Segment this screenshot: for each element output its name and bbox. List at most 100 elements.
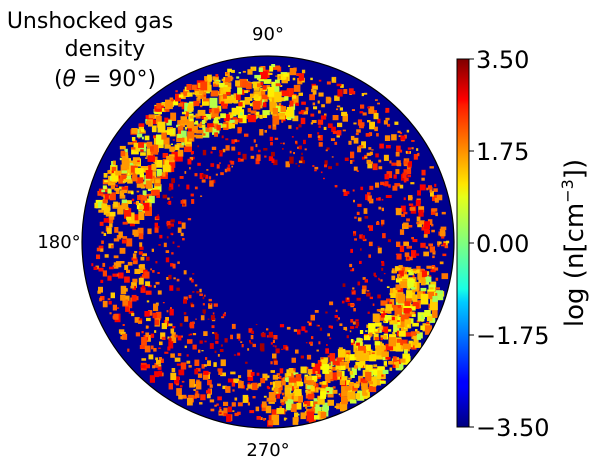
density-patch: [136, 164, 139, 166]
density-patch: [107, 188, 112, 194]
density-patch: [368, 147, 372, 150]
density-patch: [281, 120, 284, 123]
density-patch: [119, 190, 125, 197]
density-patch: [381, 310, 387, 318]
density-patch: [411, 147, 414, 150]
density-patch: [330, 138, 335, 141]
density-patch: [412, 274, 415, 278]
density-patch: [276, 408, 284, 414]
density-patch: [323, 126, 327, 130]
density-patch: [417, 190, 421, 196]
density-patch: [219, 153, 223, 157]
density-patch: [420, 287, 427, 292]
density-patch: [404, 319, 412, 329]
density-patch: [281, 90, 289, 97]
density-patch: [439, 229, 443, 231]
density-patch: [346, 297, 349, 300]
density-patch: [187, 92, 193, 97]
density-patch: [173, 277, 176, 280]
density-patch: [146, 300, 150, 303]
title-theta-symbol: θ: [63, 67, 77, 92]
density-patch: [247, 369, 253, 377]
density-patch: [375, 354, 383, 360]
density-patch: [199, 288, 202, 293]
density-patch: [99, 297, 102, 302]
density-patch: [368, 254, 371, 258]
density-patch: [316, 349, 319, 352]
density-patch: [346, 335, 349, 339]
density-patch: [259, 104, 263, 109]
density-patch: [252, 396, 256, 399]
density-patch: [366, 324, 370, 328]
density-patch: [165, 99, 173, 110]
density-patch: [155, 281, 160, 285]
density-patch: [302, 111, 306, 115]
density-patch: [399, 229, 405, 235]
density-patch: [158, 357, 162, 360]
density-patch: [345, 363, 349, 369]
density-patch: [408, 203, 414, 206]
density-patch: [318, 110, 321, 114]
density-patch: [418, 206, 425, 213]
density-patch: [127, 348, 130, 352]
density-patch: [371, 352, 375, 354]
density-patch: [180, 362, 187, 370]
density-patch: [248, 98, 253, 101]
density-patch: [367, 192, 371, 195]
density-patch: [431, 229, 435, 233]
colorbar-tick-label: −1.75: [476, 322, 550, 350]
density-patch: [120, 331, 126, 335]
density-patch: [355, 319, 359, 322]
density-patch: [286, 403, 292, 409]
density-patch: [171, 151, 179, 159]
density-patch: [377, 366, 385, 375]
density-patch: [121, 188, 128, 194]
density-patch: [222, 104, 228, 109]
density-patch: [220, 172, 224, 176]
density-patch: [349, 354, 355, 361]
density-patch: [264, 130, 267, 133]
density-patch: [177, 133, 182, 138]
density-patch: [188, 365, 192, 368]
density-patch: [151, 248, 154, 252]
density-patch: [194, 359, 200, 366]
density-patch: [355, 326, 358, 329]
density-patch: [394, 121, 399, 125]
density-patch: [223, 86, 231, 92]
density-patch: [316, 324, 319, 327]
density-patch: [298, 395, 303, 403]
density-patch: [111, 170, 114, 173]
density-patch: [154, 184, 162, 192]
density-patch: [135, 332, 140, 337]
density-patch: [366, 290, 370, 292]
density-patch: [366, 292, 371, 297]
density-patch: [416, 148, 419, 151]
density-patch: [272, 353, 277, 359]
density-patch: [166, 236, 169, 239]
density-patch: [330, 325, 333, 329]
density-patch: [214, 404, 217, 407]
density-patch: [152, 312, 158, 319]
density-patch: [134, 251, 138, 254]
density-patch: [210, 408, 215, 412]
density-patch: [351, 268, 355, 272]
density-patch: [177, 227, 182, 233]
density-patch: [434, 183, 437, 187]
density-patch: [261, 401, 267, 408]
density-patch: [407, 168, 412, 175]
density-patch: [268, 72, 273, 75]
density-patch: [347, 391, 355, 400]
density-patch: [223, 401, 229, 406]
density-patch: [214, 132, 218, 137]
density-patch: [412, 341, 418, 346]
density-patch: [272, 339, 275, 343]
density-patch: [405, 267, 412, 272]
density-patch: [332, 386, 336, 389]
density-patch: [207, 371, 211, 375]
density-patch: [192, 291, 195, 293]
density-patch: [418, 220, 425, 225]
density-patch: [356, 321, 360, 327]
density-patch: [373, 112, 379, 120]
density-patch: [178, 94, 184, 98]
density-patch: [145, 332, 150, 338]
